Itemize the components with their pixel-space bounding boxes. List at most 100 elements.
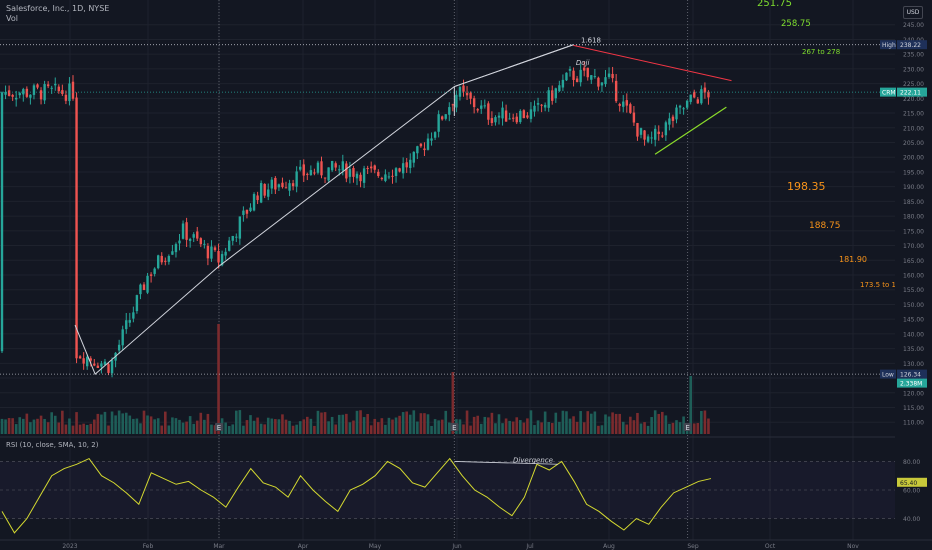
- volume-bar: [614, 413, 618, 434]
- earnings-marker-label[interactable]: E: [452, 424, 456, 432]
- candle-body: [210, 246, 213, 259]
- rsi-value-box[interactable]: [897, 477, 927, 487]
- candle-body: [572, 70, 575, 80]
- rsi-value[interactable]: 65.40: [900, 480, 917, 487]
- currency-button[interactable]: USD: [903, 6, 923, 19]
- resistance-line[interactable]: [573, 44, 732, 82]
- candle-body: [384, 174, 387, 181]
- candle-body: [217, 251, 220, 263]
- candle-body: [668, 118, 671, 125]
- candle-body: [664, 122, 668, 136]
- high-price-tag-label-box[interactable]: [880, 40, 896, 50]
- low-price-tag-label[interactable]: Low: [882, 372, 894, 379]
- current-price-tag-value-box[interactable]: [897, 87, 927, 97]
- price-axis[interactable]: 110.00115.00120.00125.00130.00135.00140.…: [895, 0, 932, 540]
- volume-bar: [401, 412, 405, 434]
- candle-body: [455, 94, 458, 108]
- price-tick-label: 215.00: [903, 111, 924, 118]
- volume-bar: [550, 423, 554, 434]
- volume-bar: [185, 421, 188, 434]
- volume-value-box[interactable]: [897, 378, 927, 388]
- low-price-tag-value-box[interactable]: [897, 369, 927, 379]
- candle-body: [522, 110, 526, 119]
- volume-bar: [444, 410, 448, 434]
- candle-body: [483, 105, 486, 107]
- volume-bar: [96, 413, 100, 434]
- earnings-marker[interactable]: E: [450, 423, 459, 432]
- candle-body: [277, 184, 281, 188]
- earnings-marker[interactable]: E: [683, 423, 692, 432]
- volume-bar: [61, 410, 64, 434]
- volume-bar: [529, 410, 533, 434]
- volume-bar: [295, 424, 298, 434]
- candle-body: [157, 255, 160, 269]
- volume-bar: [653, 410, 657, 434]
- candle-body: [377, 171, 380, 176]
- volume-bar: [188, 416, 192, 434]
- volume-value[interactable]: 2.338M: [900, 381, 922, 388]
- earnings-marker[interactable]: E: [215, 423, 223, 432]
- candle-body: [593, 76, 597, 78]
- candle-body: [433, 132, 437, 138]
- volume-label[interactable]: Vol: [6, 14, 18, 23]
- candle-body: [380, 178, 384, 180]
- volume-bar: [22, 418, 25, 434]
- time-axis[interactable]: 2023 Feb Mar Apr May Jun Jul Aug Sep Oct Nov: [0, 539, 932, 550]
- volume-bar: [536, 420, 540, 434]
- earnings-marker-label[interactable]: E: [685, 424, 689, 432]
- candle-body: [345, 163, 348, 179]
- volume-bar: [327, 421, 330, 434]
- volume-bar: [139, 423, 142, 434]
- high-price-tag[interactable]: High 238.22: [880, 40, 927, 50]
- low-price-tag-label-box[interactable]: [880, 369, 896, 379]
- volume-bar: [600, 425, 604, 434]
- current-price-tag[interactable]: CRM 222.11: [880, 87, 927, 97]
- volume-bar: [43, 418, 46, 434]
- volume-bar: [430, 425, 433, 434]
- symbol-title[interactable]: Salesforce, Inc., 1D, NYSE: [6, 4, 110, 13]
- volume-bar: [352, 420, 355, 434]
- price-tick-label: 120.00: [903, 390, 924, 397]
- fib-extension-line[interactable]: [454, 44, 574, 88]
- candle-body: [15, 97, 18, 100]
- high-price-tag-value-box[interactable]: [897, 40, 927, 50]
- candle-body: [536, 103, 540, 105]
- candle-body: [654, 128, 657, 140]
- volume-bar: [110, 411, 114, 434]
- divergence-line[interactable]: [454, 461, 559, 465]
- low-price-tag-value[interactable]: 126.34: [900, 372, 921, 379]
- volume-bar: [203, 419, 206, 434]
- rsi-title[interactable]: RSI (10, close, SMA, 10, 2): [6, 441, 99, 449]
- fib-target-188-75: 188.75: [809, 221, 841, 231]
- support-line[interactable]: [654, 106, 727, 155]
- high-price-tag-value[interactable]: 238.22: [900, 42, 921, 49]
- earnings-marker-box[interactable]: [450, 423, 459, 431]
- candle-body: [554, 88, 557, 99]
- price-tick-label: 180.00: [903, 214, 924, 221]
- volume-bar: [71, 425, 75, 434]
- high-price-tag-label[interactable]: High: [882, 42, 896, 49]
- earnings-marker-box[interactable]: [683, 423, 692, 431]
- volume-bar: [160, 425, 164, 434]
- current-price-tag-label[interactable]: CRM: [882, 90, 896, 97]
- earnings-marker-label[interactable]: E: [217, 424, 221, 432]
- earnings-marker-box[interactable]: [215, 423, 223, 431]
- volume-bar: [391, 419, 394, 434]
- candle-body: [618, 104, 621, 106]
- chart-header: Salesforce, Inc., 1D, NYSE Vol: [6, 4, 109, 24]
- volume-bar: [124, 412, 128, 434]
- volume-bar: [696, 423, 700, 434]
- volume-bar: [661, 411, 664, 434]
- volume-bar: [171, 417, 174, 434]
- low-price-tag[interactable]: Low 126.34: [880, 369, 927, 379]
- current-price-tag-label-box[interactable]: [880, 87, 896, 97]
- candle-body: [25, 88, 29, 97]
- volume-bar: [668, 423, 671, 434]
- candle-body: [295, 171, 298, 187]
- candle-body: [50, 87, 53, 89]
- time-tick-label: 2023: [62, 543, 77, 550]
- current-price-tag-value[interactable]: 222.11: [900, 90, 921, 97]
- candle-body: [39, 90, 43, 100]
- candle-body: [320, 161, 323, 176]
